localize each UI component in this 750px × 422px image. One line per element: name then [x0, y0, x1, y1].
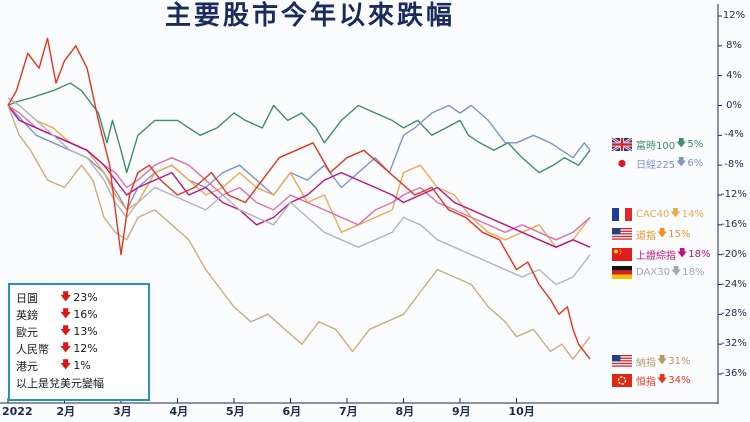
- fx-value: 23%: [73, 291, 98, 304]
- legend-change: 34%: [668, 374, 691, 386]
- y-tick-label: -32%: [721, 338, 747, 350]
- us-flag-icon: [612, 227, 632, 241]
- legend-change: 18%: [682, 266, 705, 278]
- down-arrow-icon: 🡇: [60, 290, 72, 303]
- y-tick-label: -24%: [721, 278, 747, 290]
- fx-value: 1%: [73, 359, 91, 372]
- fx-row: 歐元 🡇 13%: [16, 323, 142, 340]
- legend-label: DAX30: [636, 266, 670, 278]
- legend-item: 上證綜指 🡇 18%: [612, 246, 711, 262]
- hong-kong-flag-icon: [612, 373, 632, 387]
- x-tick-label: 9月: [452, 405, 471, 418]
- down-arrow-icon: 🡇: [657, 227, 668, 239]
- legend-label: 日經225: [636, 159, 676, 171]
- down-arrow-icon: 🡇: [677, 247, 688, 259]
- y-tick-label: -12%: [721, 189, 747, 200]
- currency-change-box: 日圓 🡇 23% 英鎊 🡇 16% 歐元 🡇 13% 人民幣 🡇 12% 港元 🡇 1% 以上是兌美…: [8, 283, 150, 401]
- down-arrow-icon: 🡇: [670, 265, 682, 277]
- legend-change: 15%: [668, 228, 691, 240]
- x-tick-label: 4月: [169, 405, 189, 418]
- china-flag-icon: [612, 247, 632, 261]
- legend-label: 納指: [636, 357, 656, 369]
- legend-item: 納指 🡇 31%: [612, 353, 691, 369]
- legend-change: 5%: [687, 138, 704, 150]
- fx-note: 以上是兌美元變幅: [16, 376, 104, 390]
- series-line-恒指: [7, 37, 591, 360]
- down-arrow-icon: 🡇: [657, 373, 668, 385]
- x-tick-label: 3月: [113, 405, 132, 418]
- y-tick-label: 8%: [726, 39, 742, 51]
- legend-item: 富時100 🡇 5%: [612, 136, 703, 152]
- legend-change: 6%: [687, 157, 704, 169]
- uk-flag-icon: [612, 137, 632, 151]
- down-arrow-icon: 🡇: [657, 354, 668, 366]
- legend-item: 日經225 🡇 6%: [612, 155, 703, 171]
- x-tick-label: 2月: [56, 405, 76, 418]
- down-arrow-icon: 🡇: [676, 156, 687, 168]
- legend-change: 31%: [668, 355, 691, 367]
- down-arrow-icon: 🡇: [670, 207, 681, 219]
- x-tick-label: 6月: [282, 405, 302, 418]
- legend-change: 14%: [681, 208, 704, 220]
- legend-label: 上證綜指: [636, 250, 676, 262]
- series-line-富時100: [7, 82, 591, 174]
- legend-change: 18%: [688, 248, 711, 260]
- germany-flag-icon: [612, 265, 632, 279]
- fx-currency-name: 歐元: [16, 325, 38, 339]
- legend-label: 道指: [636, 230, 656, 242]
- legend-item: CAC40 🡇 14%: [612, 206, 704, 222]
- fx-currency-name: 英鎊: [16, 308, 38, 322]
- legend-item: 道指 🡇 15%: [612, 226, 691, 242]
- y-tick-label: -36%: [721, 368, 747, 379]
- fx-value: 12%: [73, 342, 98, 355]
- y-tick-label: -4%: [724, 129, 744, 141]
- down-arrow-icon: 🡇: [60, 307, 72, 320]
- fx-value: 13%: [73, 325, 98, 338]
- x-tick-label: 5月: [226, 405, 245, 418]
- x-tick-label: 7月: [339, 405, 358, 418]
- fx-row: 英鎊 🡇 16%: [16, 306, 142, 323]
- series-line-納指: [7, 105, 591, 360]
- down-arrow-icon: 🡇: [60, 358, 72, 371]
- y-tick-label: -20%: [721, 248, 747, 260]
- legend-item: DAX30 🡇 18%: [612, 264, 704, 280]
- fx-row: 日圓 🡇 23%: [16, 289, 142, 306]
- legend-label: 富時100: [636, 140, 676, 152]
- series-line-CAC40: [7, 97, 591, 248]
- x-tick-label: 2022: [2, 405, 33, 418]
- down-arrow-icon: 🡇: [60, 324, 72, 337]
- japan-flag-icon: [612, 156, 632, 170]
- y-tick-label: -28%: [721, 308, 747, 320]
- legend-label: 恒指: [636, 376, 656, 388]
- us-flag-icon: [612, 354, 632, 368]
- fx-currency-name: 人民幣: [16, 342, 49, 356]
- fx-currency-name: 日圓: [16, 291, 38, 305]
- x-tick-label: 8月: [395, 405, 415, 418]
- y-tick-label: 0%: [726, 99, 742, 111]
- fx-row: 人民幣 🡇 12%: [16, 340, 142, 357]
- y-tick-label: 4%: [726, 69, 742, 81]
- y-tick-label: -16%: [721, 218, 747, 230]
- legend-item: 恒指 🡇 34%: [612, 372, 691, 388]
- chart-title: 主要股市今年以來跌幅: [164, 1, 455, 31]
- fx-value: 16%: [73, 308, 98, 321]
- fx-currency-name: 港元: [16, 359, 38, 373]
- fx-row: 港元 🡇 1%: [16, 357, 142, 374]
- legend-label: CAC40: [636, 208, 670, 220]
- x-tick-label: 10月: [508, 405, 535, 418]
- down-arrow-icon: 🡇: [60, 341, 72, 354]
- y-tick-label: 12%: [722, 10, 746, 21]
- down-arrow-icon: 🡇: [676, 137, 687, 149]
- france-flag-icon: [612, 207, 632, 221]
- series-line-日經225: [7, 104, 591, 211]
- series-line-DAX30: [7, 97, 591, 286]
- series-line-道指: [7, 104, 591, 241]
- y-tick-label: -8%: [724, 159, 744, 171]
